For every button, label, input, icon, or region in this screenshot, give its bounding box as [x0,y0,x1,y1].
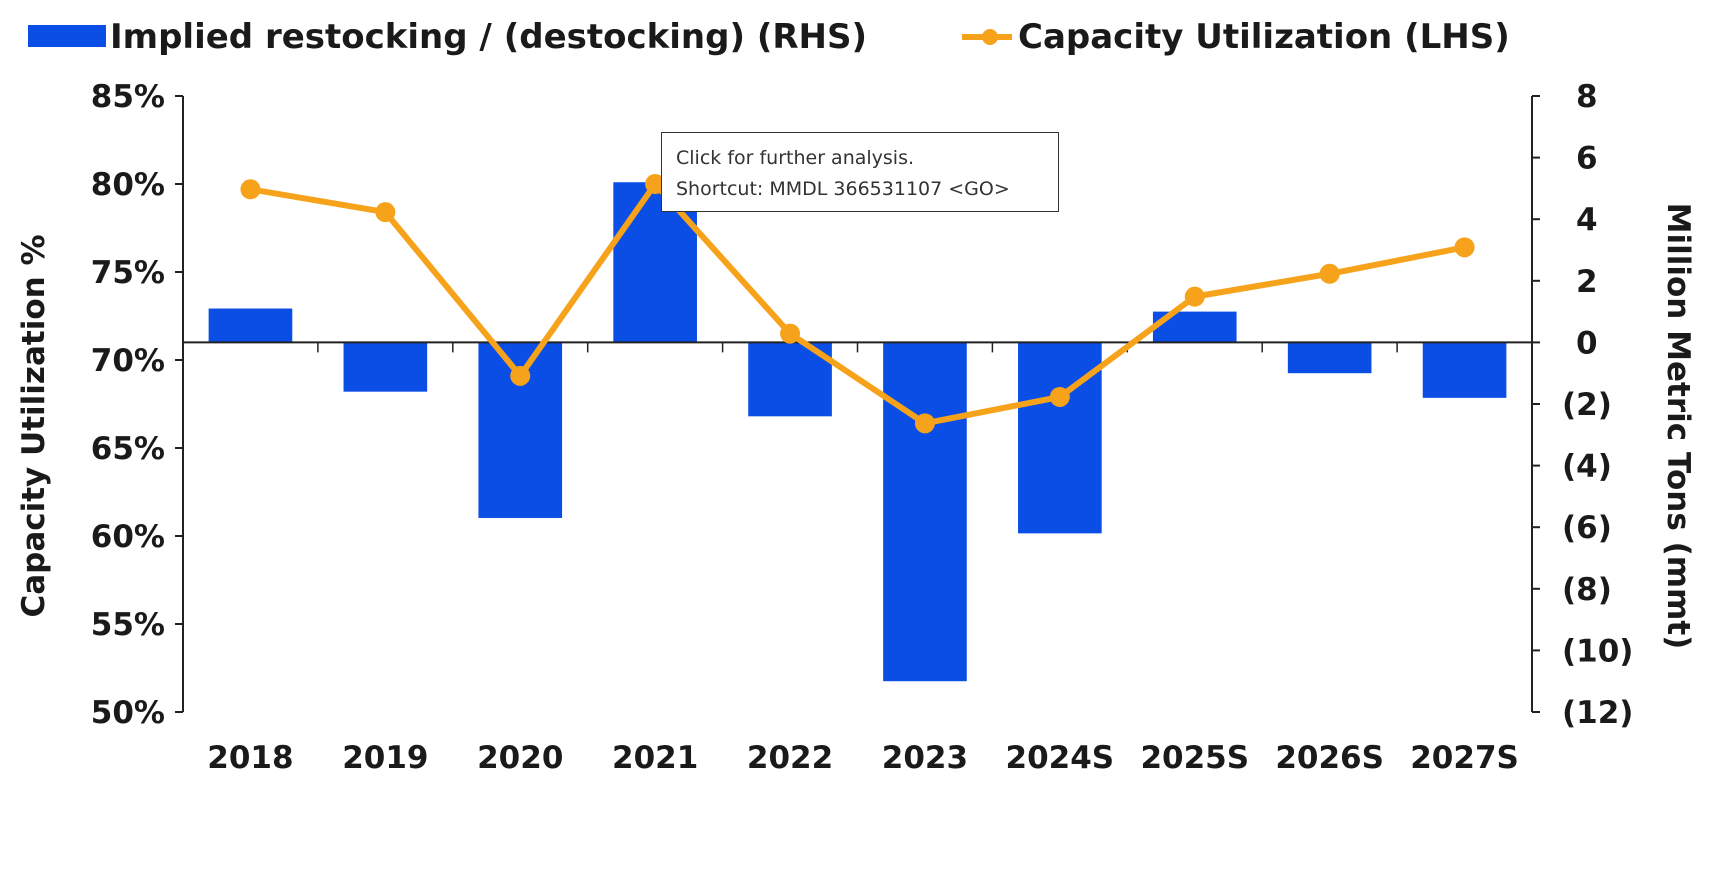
point-2025S [1184,286,1205,307]
bar-2027S [1422,342,1507,398]
category-label: 2018 [207,740,293,776]
right-tick-label: (8) [1562,572,1612,608]
point-2023 [914,413,935,434]
tooltip-line-2: Shortcut: MMDL 366531107 <GO> [676,178,1010,200]
right-tick-label: 4 [1576,202,1598,238]
bar-2018 [208,308,293,343]
category-label: 2021 [612,740,698,776]
left-tick-label: 85% [91,79,165,115]
left-axis-title: Capacity Utilization % [16,234,52,617]
right-tick-label: (6) [1562,510,1612,546]
right-tick-label: (12) [1562,695,1633,731]
point-2021 [645,174,666,194]
bar-2026S [1287,342,1372,374]
legend-bar-swatch [28,25,106,47]
right-tick-label: (2) [1562,387,1612,423]
left-tick-label: 60% [91,519,165,555]
category-label: 2024S [1006,740,1115,776]
right-tick-label: 2 [1576,264,1598,300]
left-tick-label: 70% [91,343,165,379]
legend-line-label: Capacity Utilization (LHS) [1018,17,1510,57]
left-tick-label: 80% [91,167,165,203]
category-label: 2023 [882,740,968,776]
left-tick-label: 55% [91,607,165,643]
right-tick-label: (10) [1562,633,1633,669]
category-label: 2025S [1140,740,1249,776]
svg-text:Million Metric Tons (mmt): Million Metric Tons (mmt) [1660,203,1696,650]
bar-2024S [1018,342,1102,534]
left-tick-label: 65% [91,431,165,467]
point-2027S [1454,237,1475,258]
category-label: 2019 [342,740,428,776]
category-label: 2022 [747,740,833,776]
svg-text:Capacity Utilization %: Capacity Utilization % [16,234,52,617]
capacity-utilization-line [249,181,1466,427]
right-tick-label: 6 [1576,141,1598,177]
left-tick-label: 75% [91,255,165,291]
right-axis-title: Million Metric Tons (mmt) [1660,203,1696,650]
legend-line-marker [982,29,998,45]
point-2019 [375,202,396,223]
category-label: 2027S [1410,740,1519,776]
bar-2023 [883,342,967,682]
right-tick-label: (4) [1562,449,1612,485]
point-2018 [240,179,261,200]
right-tick-label: 0 [1576,325,1598,361]
left-tick-label: 50% [91,695,165,731]
point-2020 [510,365,531,386]
legend: Implied restocking / (destocking) (RHS) … [28,17,1510,57]
category-label: 2026S [1275,740,1384,776]
tooltip-line-1: Click for further analysis. [676,147,915,169]
right-tick-label: 8 [1576,79,1598,115]
point-2022 [780,323,801,344]
point-2026S [1319,263,1340,284]
category-label: 2020 [477,740,563,776]
bar-2019 [343,342,428,392]
plot-area: 85% 80% 75% 70% 65% 60% 55% 50% 8 6 4 2 0 (2) (4) (6) (8… [91,79,1634,776]
point-2024S [1049,386,1070,407]
tooltip[interactable]: Click for further analysis. Shortcut: MM… [661,132,1059,212]
legend-bar-label: Implied restocking / (destocking) (RHS) [110,17,867,57]
